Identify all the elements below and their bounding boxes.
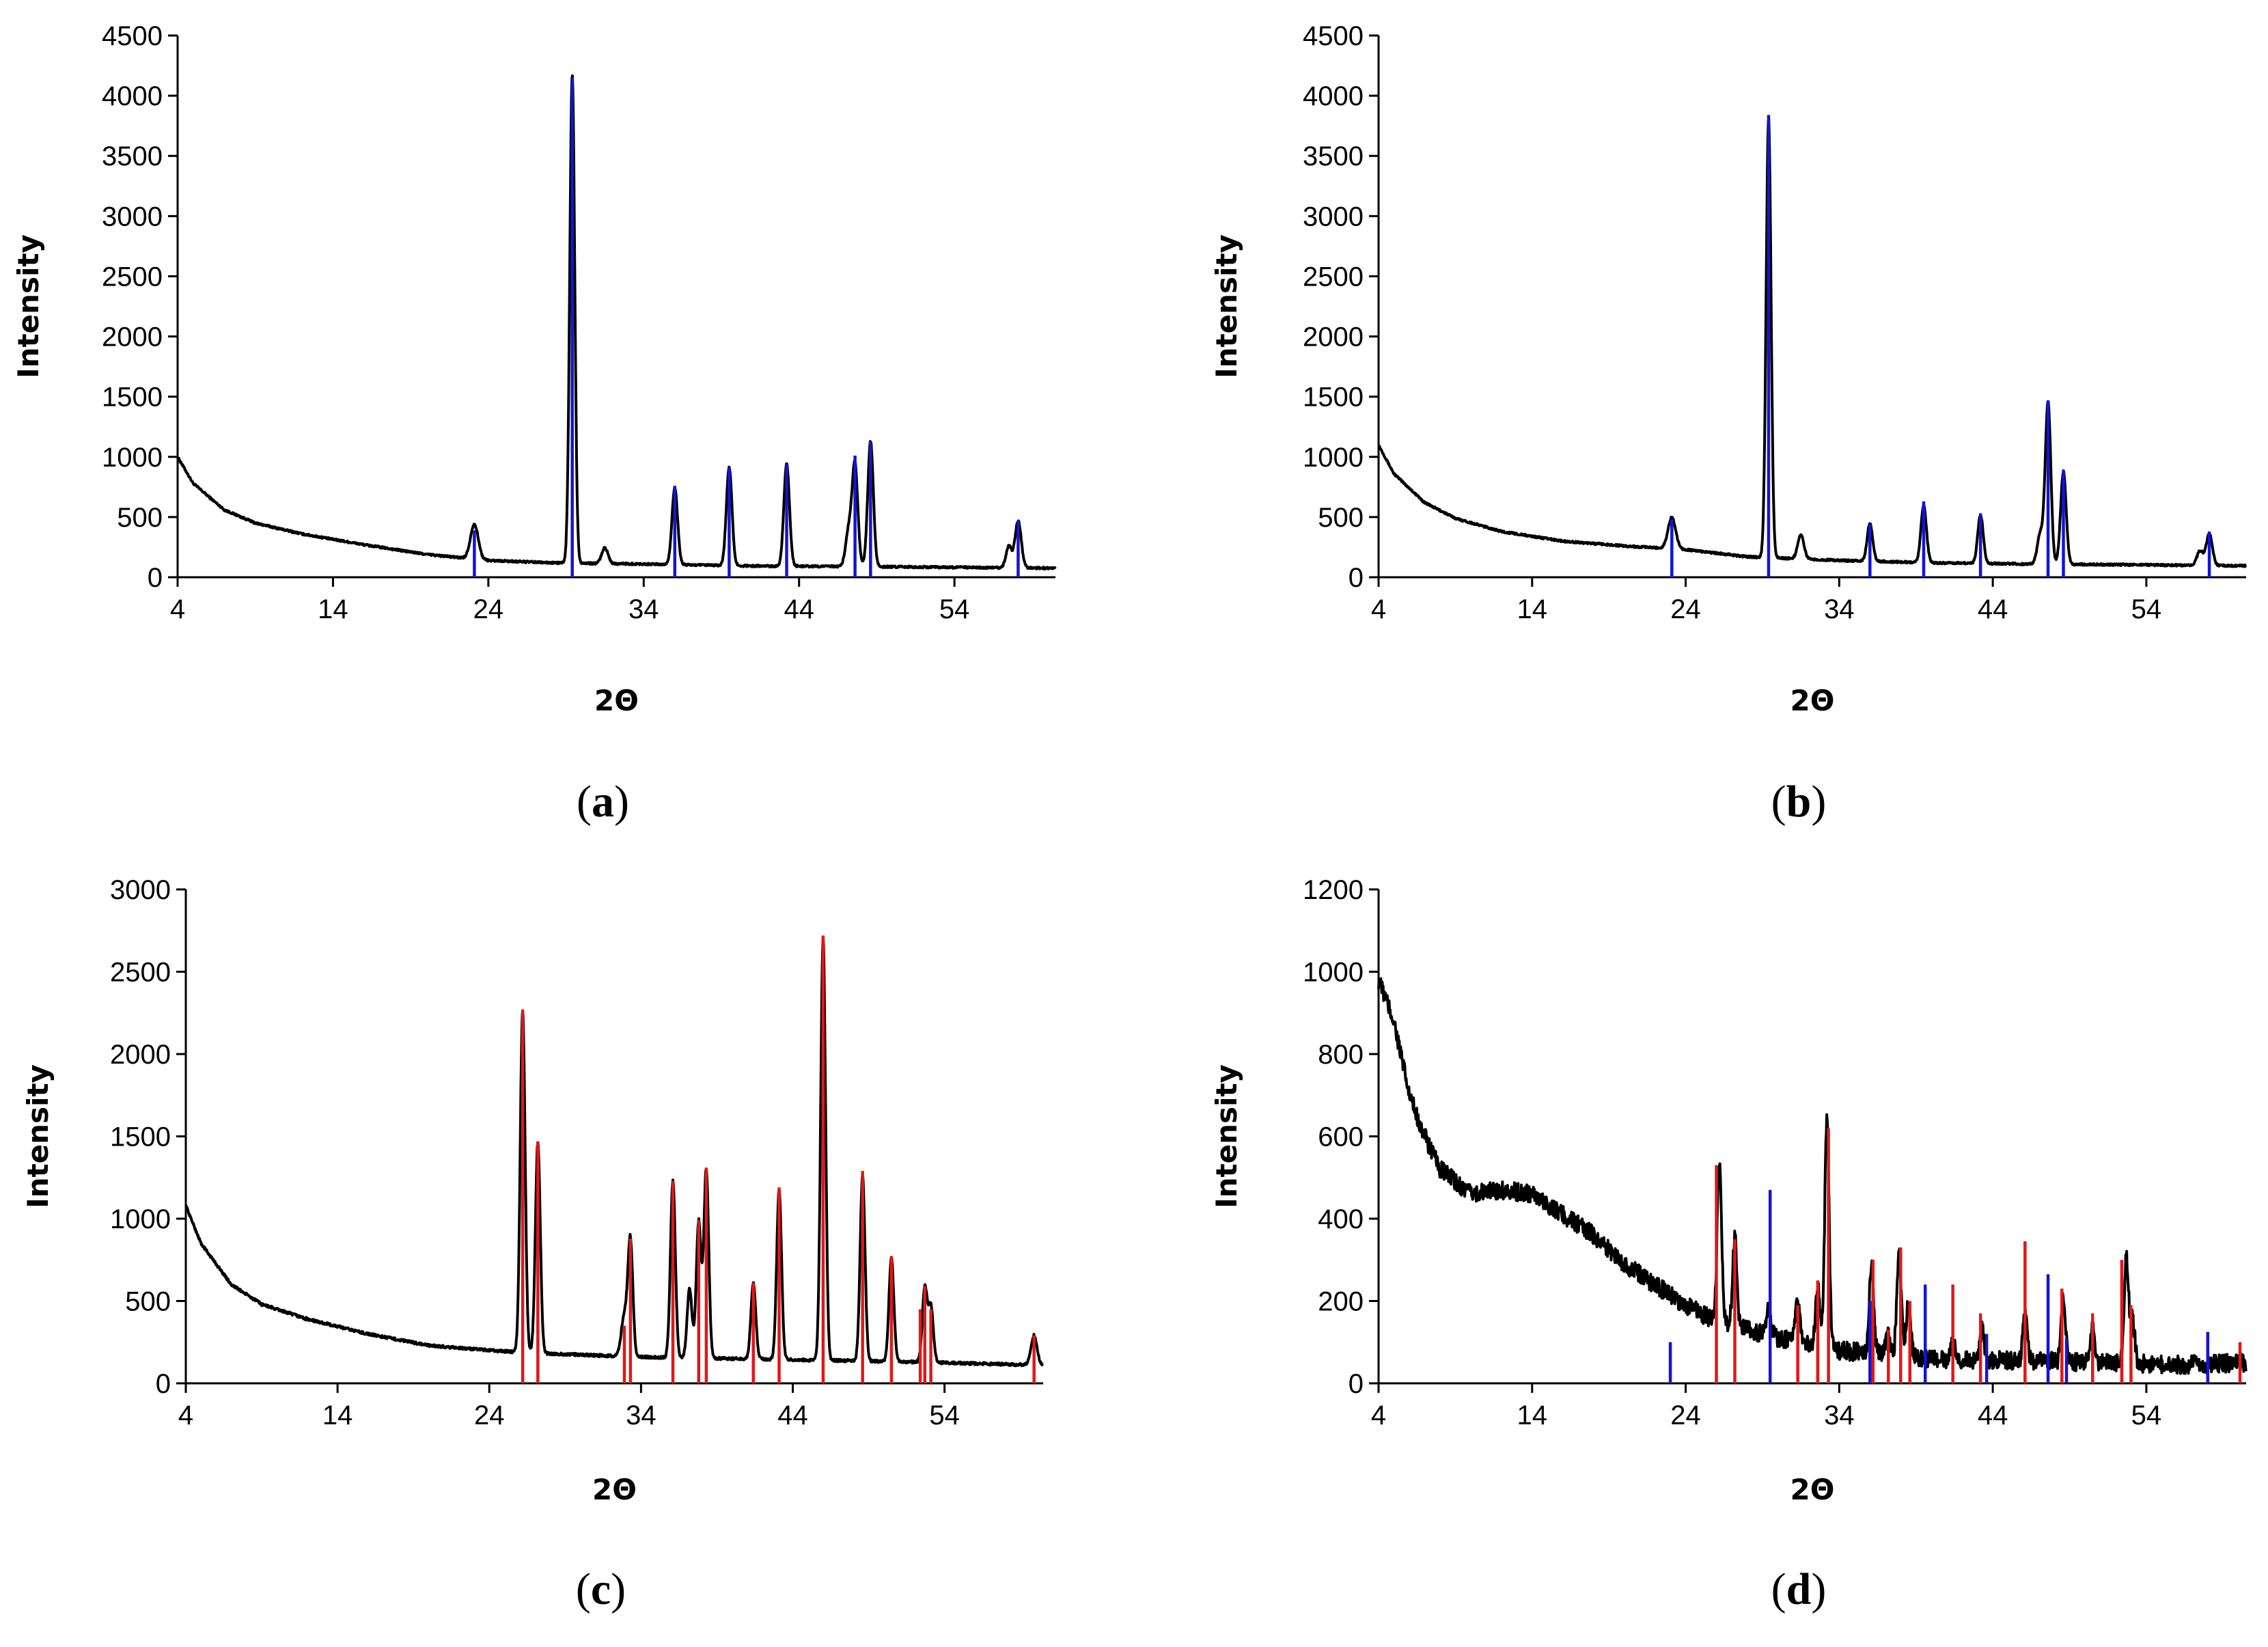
y-tick-label: 2500 <box>102 262 163 292</box>
x-tick-label: 54 <box>2131 594 2162 624</box>
xrd-pattern-line <box>1377 977 2248 1375</box>
panel-label-close: ) <box>611 1564 626 1614</box>
x-tick-label: 14 <box>1517 1400 1548 1430</box>
panel-label: (d) <box>1771 1564 1827 1614</box>
y-tick-label: 1500 <box>110 1122 171 1152</box>
y-tick-label: 2500 <box>110 958 171 988</box>
y-tick-label: 3000 <box>1303 202 1364 232</box>
panel-label: (a) <box>577 777 629 827</box>
panel-label-open: ( <box>576 1564 591 1614</box>
y-axis-title: Intensity <box>1210 1064 1243 1208</box>
x-tick-label: 54 <box>2131 1400 2162 1430</box>
panel-c: 0 500 1000 1500 2000 2500 3000 4 14 24 34 44 54 2Θ Int… <box>21 875 1045 1614</box>
panel-label-letter: a <box>592 777 614 827</box>
x-tick-label: 34 <box>1824 594 1855 624</box>
y-tick-label: 4000 <box>102 81 163 111</box>
y-axis-title: Intensity <box>12 234 45 378</box>
x-tick-label: 44 <box>777 1400 808 1430</box>
y-tick-label: 1000 <box>1303 958 1364 988</box>
y-tick-label: 0 <box>1349 1369 1364 1399</box>
y-axis-title: Intensity <box>21 1064 55 1208</box>
y-tick-label: 2000 <box>110 1040 171 1070</box>
y-tick-label: 1200 <box>1303 875 1364 905</box>
y-tick-label: 4000 <box>1303 81 1364 111</box>
x-tick-label: 44 <box>1978 594 2008 624</box>
y-tick-label: 3000 <box>102 202 163 232</box>
panel-label-letter: d <box>1786 1564 1812 1614</box>
x-tick-label: 4 <box>1371 1400 1386 1430</box>
x-axis-title: 2Θ <box>1790 1473 1835 1506</box>
y-tick-label: 2000 <box>102 322 163 352</box>
x-tick-label: 44 <box>784 594 814 624</box>
y-tick-label: 200 <box>1318 1287 1364 1317</box>
x-tick-label: 14 <box>1517 594 1548 624</box>
panel-label-letter: c <box>591 1564 611 1614</box>
panel-d: 0 200 400 600 800 1000 1200 4 14 24 34 44 54 2Θ Intens… <box>1210 875 2248 1614</box>
y-tick-label: 500 <box>1318 503 1364 533</box>
y-tick-label: 1000 <box>1303 443 1364 473</box>
panel-label-open: ( <box>1771 777 1786 827</box>
x-tick-label: 24 <box>473 594 504 624</box>
y-tick-label: 1500 <box>1303 383 1364 413</box>
x-axis-title: 2Θ <box>594 684 639 717</box>
y-tick-label: 500 <box>125 1287 171 1317</box>
y-tick-label: 1500 <box>102 383 163 413</box>
panel-label-open: ( <box>1771 1564 1786 1614</box>
y-tick-label: 2500 <box>1303 262 1364 292</box>
x-tick-label: 4 <box>170 594 185 624</box>
y-tick-label: 3500 <box>1303 141 1364 171</box>
y-tick-label: 500 <box>117 503 163 533</box>
y-tick-label: 1000 <box>102 443 163 473</box>
x-tick-label: 34 <box>628 594 659 624</box>
y-axis-title: Intensity <box>1210 234 1243 378</box>
y-tick-label: 800 <box>1318 1040 1364 1070</box>
x-axis-title: 2Θ <box>592 1473 637 1506</box>
y-tick-label: 3000 <box>110 875 171 905</box>
y-tick-label: 0 <box>1349 563 1364 593</box>
x-tick-label: 34 <box>1824 1400 1855 1430</box>
panel-label-close: ) <box>1811 777 1826 827</box>
y-tick-label: 600 <box>1318 1122 1364 1152</box>
y-tick-label: 4500 <box>1303 21 1364 51</box>
panel-label: (b) <box>1771 777 1827 827</box>
x-tick-label: 24 <box>1670 594 1701 624</box>
x-tick-label: 34 <box>626 1400 656 1430</box>
y-tick-label: 400 <box>1318 1204 1364 1234</box>
x-axis-title: 2Θ <box>1790 684 1835 717</box>
y-tick-label: 3500 <box>102 141 163 171</box>
xrd-pattern-line <box>184 937 1045 1368</box>
panel-label-open: ( <box>577 777 592 827</box>
panel-b: 0 500 1000 1500 2000 2500 3000 3500 4000 4500 4 14 2… <box>1210 21 2248 827</box>
y-tick-label: 0 <box>156 1369 171 1399</box>
x-tick-label: 4 <box>1371 594 1386 624</box>
xrd-pattern-line <box>176 74 1057 570</box>
x-tick-label: 24 <box>474 1400 505 1430</box>
x-tick-label: 14 <box>322 1400 353 1430</box>
y-tick-label: 0 <box>148 563 163 593</box>
x-tick-label: 24 <box>1670 1400 1701 1430</box>
panel-a: 0 500 1000 1500 2000 2500 3000 3500 4000 4500 4 14 2… <box>12 21 1057 827</box>
panel-label: (c) <box>576 1564 626 1614</box>
y-tick-label: 4500 <box>102 21 163 51</box>
y-tick-label: 1000 <box>110 1204 171 1234</box>
panel-label-close: ) <box>614 777 629 827</box>
y-tick-label: 2000 <box>1303 322 1364 352</box>
x-tick-label: 44 <box>1978 1400 2008 1430</box>
xrd-pattern-line <box>1377 117 2248 568</box>
x-tick-label: 4 <box>178 1400 193 1430</box>
x-tick-label: 54 <box>929 1400 960 1430</box>
panel-label-letter: b <box>1786 777 1812 827</box>
x-tick-label: 54 <box>939 594 970 624</box>
panel-label-close: ) <box>1811 1564 1826 1614</box>
x-tick-label: 14 <box>318 594 348 624</box>
